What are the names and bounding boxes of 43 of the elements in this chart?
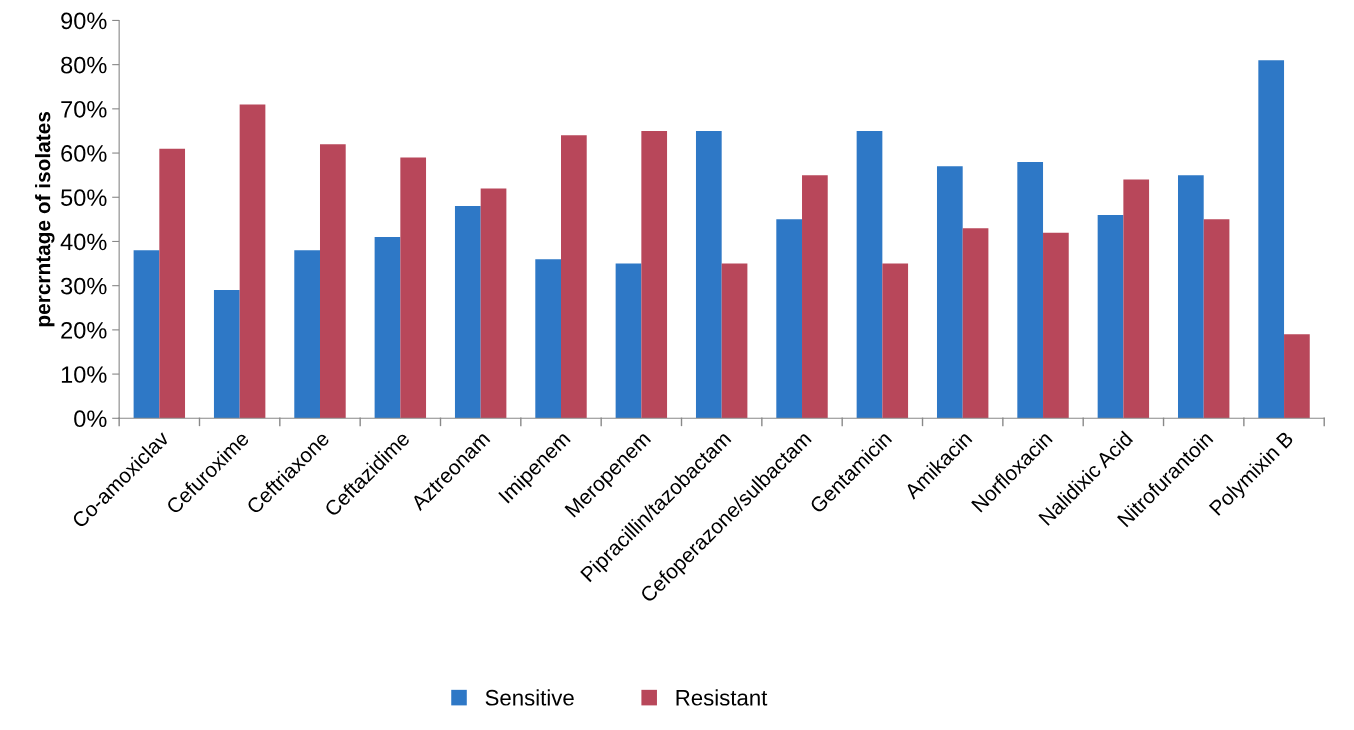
bar <box>615 263 642 419</box>
bar <box>1043 232 1069 419</box>
bar <box>374 237 401 419</box>
legend-label: Resistant <box>676 689 768 706</box>
bar <box>294 250 320 419</box>
legend-label: Sensitive <box>485 689 574 706</box>
bar <box>213 290 240 419</box>
bar <box>1178 175 1204 419</box>
bar <box>721 263 748 419</box>
y-axis-title: percrntage of isolates <box>35 111 55 327</box>
bar <box>695 130 722 419</box>
bar <box>882 263 909 419</box>
y-tick-label: 90% <box>61 12 107 30</box>
bar <box>1017 161 1044 419</box>
bar <box>856 130 883 419</box>
y-tick-label: 80% <box>61 56 107 74</box>
y-tick-label: 60% <box>61 145 107 162</box>
bar <box>535 259 562 419</box>
bar <box>480 188 507 419</box>
y-tick-label: 70% <box>61 100 107 118</box>
bar <box>1203 219 1230 419</box>
bar <box>454 206 481 419</box>
y-tick-label: 50% <box>61 189 107 207</box>
bar <box>776 219 803 419</box>
y-tick-label: 40% <box>60 233 107 251</box>
bar <box>561 135 587 419</box>
bar <box>133 250 160 419</box>
bar <box>1097 214 1124 419</box>
bar <box>962 228 989 419</box>
y-tick-label: 0% <box>74 410 107 428</box>
bar <box>802 175 828 419</box>
bar <box>1284 334 1310 419</box>
y-tick-label: 30% <box>60 277 107 295</box>
bar <box>1123 179 1150 419</box>
bar <box>400 157 427 419</box>
bar <box>239 104 266 419</box>
bar <box>159 148 186 419</box>
bar <box>936 166 963 419</box>
bar <box>641 130 668 419</box>
bar <box>1258 60 1285 419</box>
y-tick-label: 20% <box>61 321 107 339</box>
bar <box>320 144 346 419</box>
y-tick-label: 10% <box>61 366 107 383</box>
